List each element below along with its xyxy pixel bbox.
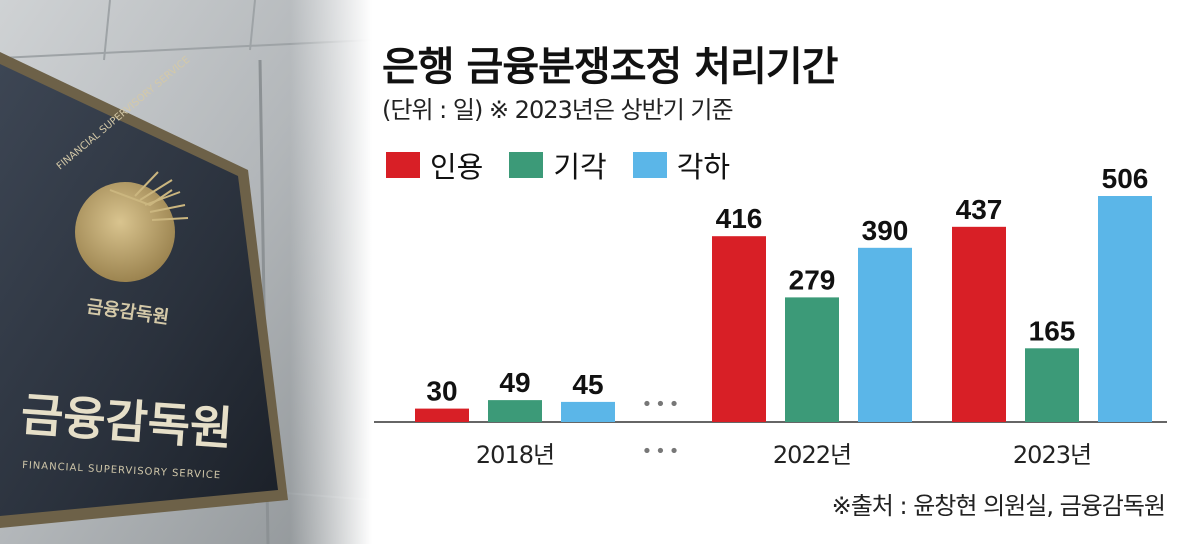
bar-value-label: 416 [716,203,763,234]
bar-chart: 30 49 45 2018년 416 279 390 2022년 437 165 506 2023년 •… [374,163,1167,469]
legend-item-각하: 각하 [632,144,731,186]
category-label: 2023년 [1013,441,1091,469]
axis-gap-marker: ••• [642,394,683,415]
legend-item-인용: 인용 [386,144,483,186]
bar-인용-2023년 [952,226,1006,422]
bar-value-label: 165 [1029,315,1076,346]
bar-value-label: 279 [789,264,836,295]
fss-plaque-photo: FINANCIAL SUPERVISORY SERVICE 금융감독원 금융감독… [0,0,372,544]
chart-subtitle: (단위 : 일) ※ 2023년은 상반기 기준 [382,96,734,124]
bar-value-label: 390 [862,215,909,246]
bar-인용-2018년 [415,408,469,422]
bar-기각-2018년 [488,400,542,422]
bar-각하-2022년 [858,247,912,422]
legend-label: 기각 [553,150,607,184]
bar-기각-2023년 [1025,348,1079,422]
axis-gap-marker: ••• [642,441,683,462]
chart-title: 은행 금융분쟁조정 처리기간 [382,44,838,90]
bar-기각-2022년 [785,297,839,422]
chart-panel: 은행 금융분쟁조정 처리기간 (단위 : 일) ※ 2023년은 상반기 기준 … [372,0,1199,544]
bar-value-label: 506 [1102,163,1149,194]
legend-swatch [386,152,420,178]
bar-인용-2022년 [712,236,766,422]
bar-value-label: 437 [956,194,1003,225]
bar-value-label: 45 [572,369,603,400]
legend-item-기각: 기각 [509,144,607,186]
bar-value-label: 30 [426,376,457,407]
bar-value-label: 49 [499,367,530,398]
chart-source: ※출처 : 윤창현 의원실, 금융감독원 [831,492,1166,520]
bar-각하-2023년 [1098,196,1152,422]
legend-swatch [632,152,667,178]
chart-legend: 인용 기각 각하 [386,144,756,186]
category-label: 2018년 [476,441,554,469]
bar-각하-2018년 [561,401,615,422]
legend-label: 각하 [676,150,731,184]
category-label: 2022년 [773,441,851,469]
legend-label: 인용 [430,150,484,184]
legend-swatch [509,152,544,178]
